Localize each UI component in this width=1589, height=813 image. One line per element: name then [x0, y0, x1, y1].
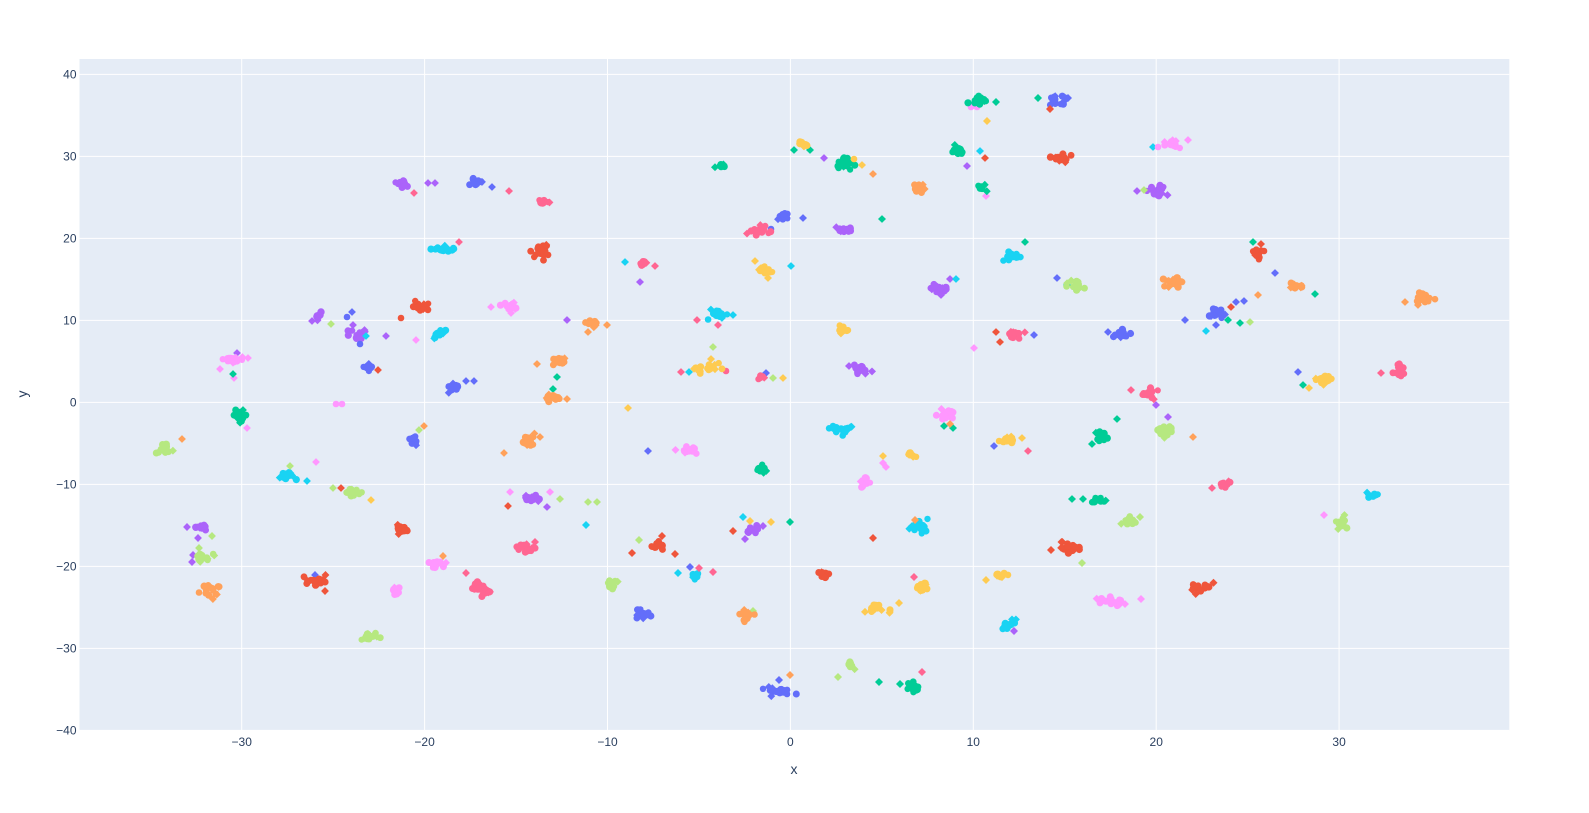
svg-text:x: x: [791, 761, 798, 777]
svg-text:−30: −30: [232, 735, 253, 749]
svg-text:30: 30: [63, 150, 77, 164]
svg-text:−40: −40: [56, 724, 77, 738]
svg-text:20: 20: [63, 232, 77, 246]
svg-text:10: 10: [63, 314, 77, 328]
svg-text:−30: −30: [56, 642, 77, 656]
svg-text:−10: −10: [56, 478, 77, 492]
svg-text:10: 10: [967, 735, 981, 749]
svg-text:−20: −20: [56, 560, 77, 574]
svg-text:−20: −20: [414, 735, 435, 749]
svg-text:20: 20: [1150, 735, 1164, 749]
svg-text:30: 30: [1332, 735, 1346, 749]
svg-text:40: 40: [63, 68, 77, 82]
svg-text:−10: −10: [597, 735, 618, 749]
svg-text:0: 0: [70, 396, 77, 410]
svg-text:y: y: [14, 391, 30, 398]
svg-text:0: 0: [787, 735, 794, 749]
